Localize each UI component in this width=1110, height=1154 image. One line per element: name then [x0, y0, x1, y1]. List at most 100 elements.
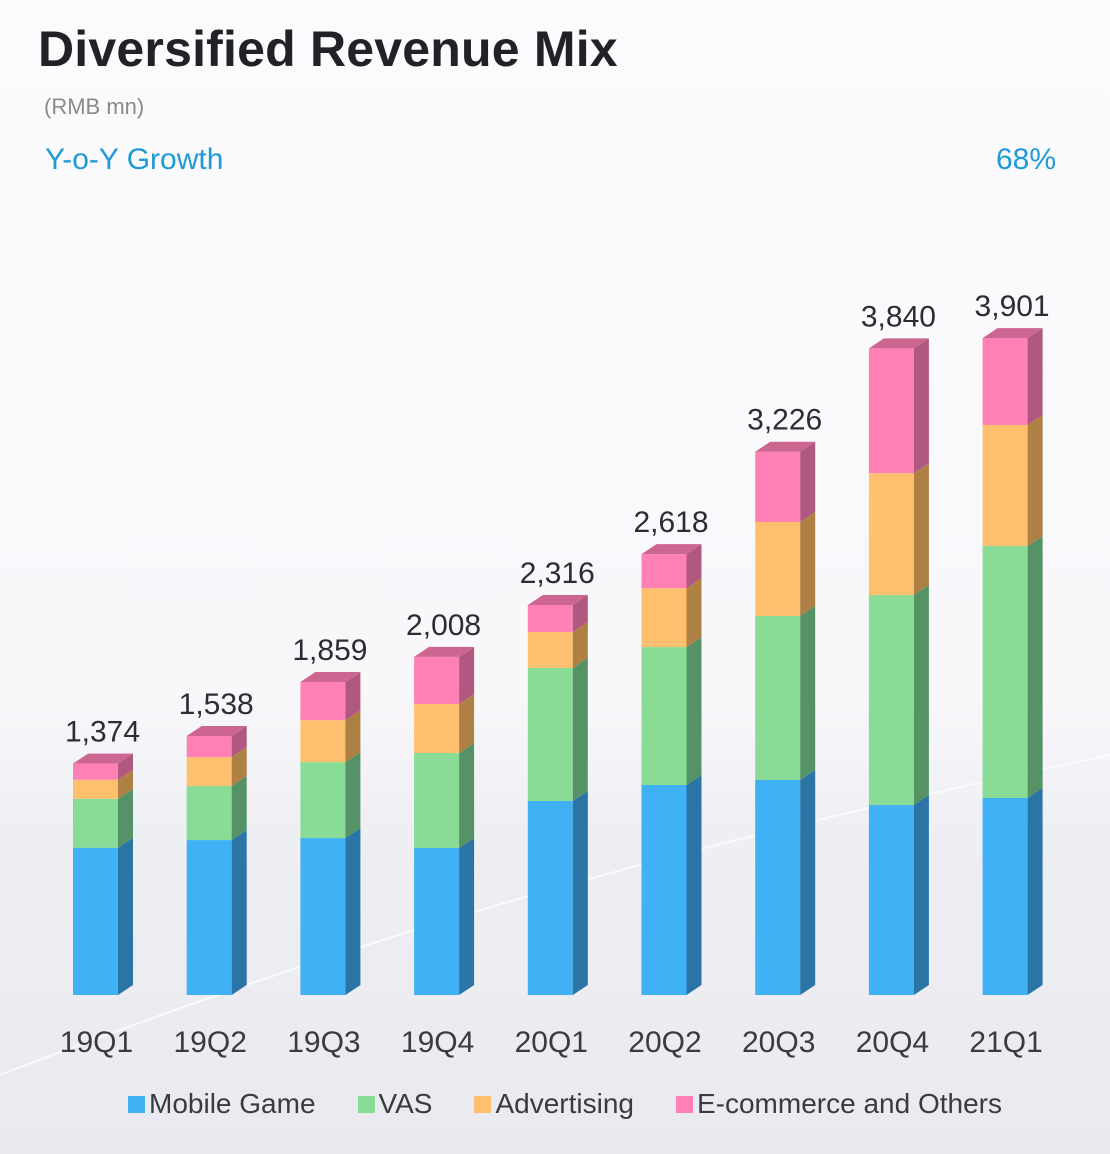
bar-top-face — [982, 328, 1043, 339]
bar-segment-vas — [868, 595, 914, 806]
bar-segment-advertising — [73, 779, 118, 799]
bars-group — [73, 328, 1043, 995]
bar-segment-advertising — [755, 521, 801, 616]
x-tick-label-20q1: 20Q1 — [515, 1026, 588, 1059]
bar-21q1 — [982, 328, 1043, 995]
bar-segment-e-commerce-and-others — [186, 736, 232, 758]
total-label-19q1: 1,374 — [65, 716, 140, 749]
bar-side-e-commerce-and-others — [459, 646, 475, 705]
bar-side-advertising — [118, 769, 133, 799]
bar-side-vas — [913, 585, 929, 806]
bar-segment-vas — [73, 798, 118, 848]
bar-side-mobile-game — [686, 775, 702, 995]
bar-side-e-commerce-and-others — [913, 338, 929, 474]
bar-side-vas — [686, 637, 702, 786]
bar-segment-e-commerce-and-others — [414, 656, 460, 705]
bar-segment-vas — [186, 786, 232, 841]
bar-side-vas — [231, 776, 247, 841]
total-label-19q4: 2,008 — [406, 609, 481, 642]
bar-segment-vas — [641, 647, 687, 786]
bar-segment-vas — [982, 546, 1028, 798]
bar-segment-advertising — [186, 757, 232, 787]
bar-top-face — [641, 544, 702, 555]
bar-segment-mobile-game — [527, 801, 573, 995]
bar-side-e-commerce-and-others — [118, 753, 133, 780]
bar-top-face — [414, 646, 475, 657]
bar-segment-e-commerce-and-others — [641, 554, 687, 589]
bar-side-advertising — [459, 694, 475, 754]
bar-top-face — [73, 753, 133, 764]
bar-20q1 — [527, 594, 588, 995]
bar-20q4 — [868, 338, 929, 995]
bar-segment-vas — [755, 615, 801, 780]
bar-side-mobile-game — [572, 791, 588, 995]
bar-19q2 — [186, 726, 247, 995]
bar-side-e-commerce-and-others — [686, 544, 702, 589]
bar-segment-mobile-game — [73, 847, 118, 995]
bar-side-advertising — [913, 463, 929, 596]
x-tick-label-19q4: 19Q4 — [401, 1026, 474, 1059]
legend-item-vas: VAS — [357, 1088, 433, 1120]
legend-label: E-commerce and Others — [696, 1088, 1002, 1119]
legend-swatch-ecommerce — [675, 1095, 693, 1113]
bar-side-advertising — [345, 710, 361, 763]
page-title: Diversified Revenue Mix — [38, 21, 618, 77]
bar-19q4 — [414, 646, 475, 995]
bar-segment-vas — [300, 762, 346, 839]
bar-segment-vas — [414, 753, 460, 848]
legend-label: VAS — [378, 1088, 433, 1119]
bar-top-face — [868, 338, 929, 349]
bar-segment-e-commerce-and-others — [300, 681, 346, 721]
bar-side-vas — [800, 605, 816, 780]
total-label-20q4: 3,840 — [861, 300, 936, 333]
bar-side-mobile-game — [1027, 787, 1043, 995]
bar-side-e-commerce-and-others — [345, 671, 361, 721]
total-label-19q2: 1,538 — [179, 688, 254, 721]
bar-side-mobile-game — [459, 837, 475, 995]
bar-segment-advertising — [982, 424, 1028, 547]
total-label-19q3: 1,859 — [292, 634, 367, 667]
bar-side-mobile-game — [913, 795, 929, 995]
x-axis-labels: 19Q1 19Q2 19Q3 19Q4 20Q1 20Q2 20Q3 20Q4 21Q1 — [60, 1026, 1043, 1059]
bar-side-e-commerce-and-others — [1027, 328, 1043, 425]
x-tick-label-20q2: 20Q2 — [628, 1026, 701, 1059]
legend-swatch-mobile-game — [128, 1095, 145, 1113]
bar-segment-e-commerce-and-others — [755, 451, 801, 522]
bar-top-face — [755, 441, 816, 452]
x-tick-label-20q3: 20Q3 — [742, 1026, 815, 1059]
total-label-20q3: 3,226 — [747, 404, 822, 437]
x-tick-label-20q4: 20Q4 — [856, 1026, 929, 1059]
bar-segment-e-commerce-and-others — [982, 338, 1028, 425]
bar-19q1 — [73, 753, 133, 995]
x-tick-label-19q1: 19Q1 — [60, 1026, 133, 1059]
bar-segment-mobile-game — [186, 840, 232, 995]
bar-segment-mobile-game — [868, 805, 914, 995]
bar-side-advertising — [1027, 414, 1043, 547]
x-tick-label-19q3: 19Q3 — [287, 1026, 360, 1059]
bar-side-advertising — [686, 578, 702, 648]
yoy-growth-label: Y-o-Y Growth — [45, 143, 224, 176]
legend-swatch-advertising — [474, 1095, 492, 1113]
bar-segment-mobile-game — [300, 838, 346, 995]
bar-segment-mobile-game — [755, 779, 801, 995]
bar-side-vas — [1027, 536, 1043, 798]
bar-side-advertising — [572, 621, 588, 668]
bar-side-mobile-game — [118, 837, 133, 995]
bar-segment-advertising — [868, 473, 914, 596]
total-label-20q2: 2,618 — [633, 506, 708, 539]
x-tick-label-19q2: 19Q2 — [174, 1026, 247, 1059]
bar-segment-advertising — [641, 588, 687, 648]
bar-side-e-commerce-and-others — [572, 594, 588, 632]
bar-segment-advertising — [300, 720, 346, 763]
bar-segment-e-commerce-and-others — [73, 763, 118, 780]
bar-segment-advertising — [527, 631, 573, 668]
bar-top-face — [300, 671, 361, 682]
bar-19q3 — [300, 671, 361, 995]
bar-segment-mobile-game — [414, 847, 460, 995]
bar-segment-e-commerce-and-others — [527, 604, 573, 632]
unit-label: (RMB mn) — [44, 94, 145, 119]
bar-top-face — [186, 726, 247, 737]
x-tick-label-21q1: 21Q1 — [969, 1026, 1042, 1059]
bar-side-vas — [572, 657, 588, 802]
